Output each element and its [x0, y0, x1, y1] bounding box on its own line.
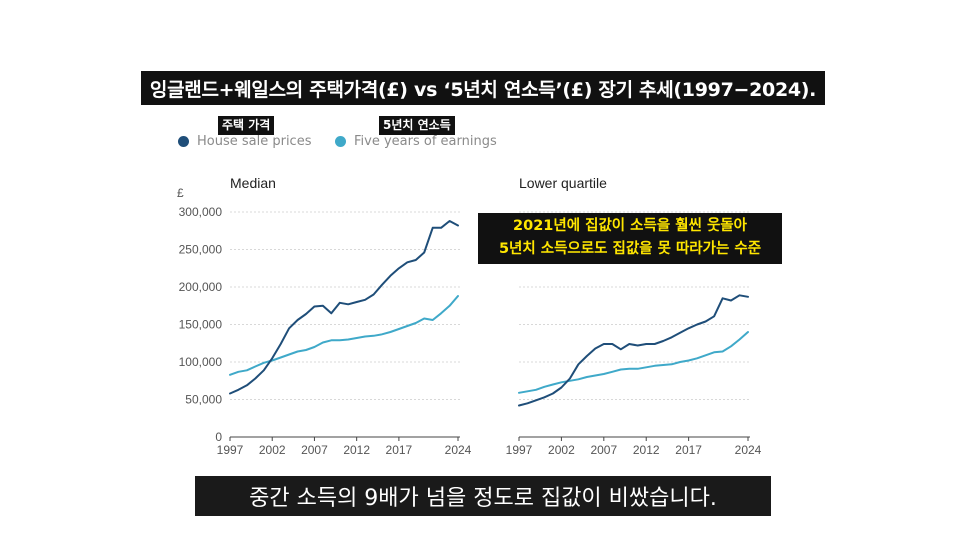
series-line-earnings	[229, 295, 459, 376]
legend-tag-house: 주택 가격	[218, 116, 275, 135]
legend-label-earnings: Five years of earnings	[354, 133, 497, 149]
x-tick-label: 2007	[590, 443, 617, 457]
x-tick-label: 2012	[633, 443, 660, 457]
legend-dot-house-icon	[178, 135, 189, 147]
chart-title: 잉글랜드+웨일스의 주택가격(£) vs ‘5년치 연소득’(£) 장기 추세(…	[141, 71, 825, 105]
y-tick-label: 50,000	[185, 393, 222, 407]
callout-annotation: 2021년에 집값이 소득을 훨씬 웃돌아 5년치 소득으로도 집값을 못 따라…	[478, 213, 782, 264]
x-tick-label: 2012	[343, 443, 370, 457]
callout-line-2: 5년치 소득으로도 집값을 못 따라가는 수준	[498, 241, 762, 257]
x-tick-label: 1997	[217, 443, 244, 457]
y-tick-label: 100,000	[179, 355, 223, 369]
y-tick-label: 300,000	[179, 205, 223, 219]
x-tick-label: 2002	[548, 443, 575, 457]
panel-title-1: Lower quartile	[519, 175, 607, 191]
legend-dot-earnings-icon	[335, 135, 346, 147]
series-line-earnings	[518, 331, 749, 394]
x-tick-label: 2024	[445, 443, 472, 457]
x-tick-label: 2002	[259, 443, 286, 457]
video-caption: 중간 소득의 9배가 넘을 정도로 집값이 비쌌습니다.	[195, 476, 771, 516]
callout-line-1: 2021년에 집값이 소득을 훨씬 웃돌아	[513, 218, 747, 234]
x-tick-label: 2017	[675, 443, 702, 457]
x-tick-label: 2024	[735, 443, 762, 457]
legend-item-house: House sale prices	[178, 132, 311, 150]
panel-title-0: Median	[230, 175, 276, 191]
legend-label-house: House sale prices	[197, 133, 312, 149]
y-unit-label: £	[177, 186, 184, 200]
x-tick-label: 1997	[506, 443, 533, 457]
series-line-house-prices	[229, 220, 459, 395]
x-tick-label: 2007	[301, 443, 328, 457]
series-line-house-prices	[518, 294, 749, 407]
y-tick-label: 0	[215, 430, 222, 444]
x-tick-label: 2017	[386, 443, 413, 457]
legend-tag-earnings: 5년치 연소득	[379, 116, 455, 135]
legend-item-earnings: Five years of earnings	[335, 132, 497, 150]
y-tick-label: 250,000	[179, 243, 223, 257]
y-tick-label: 150,000	[179, 318, 223, 332]
y-tick-label: 200,000	[179, 280, 223, 294]
